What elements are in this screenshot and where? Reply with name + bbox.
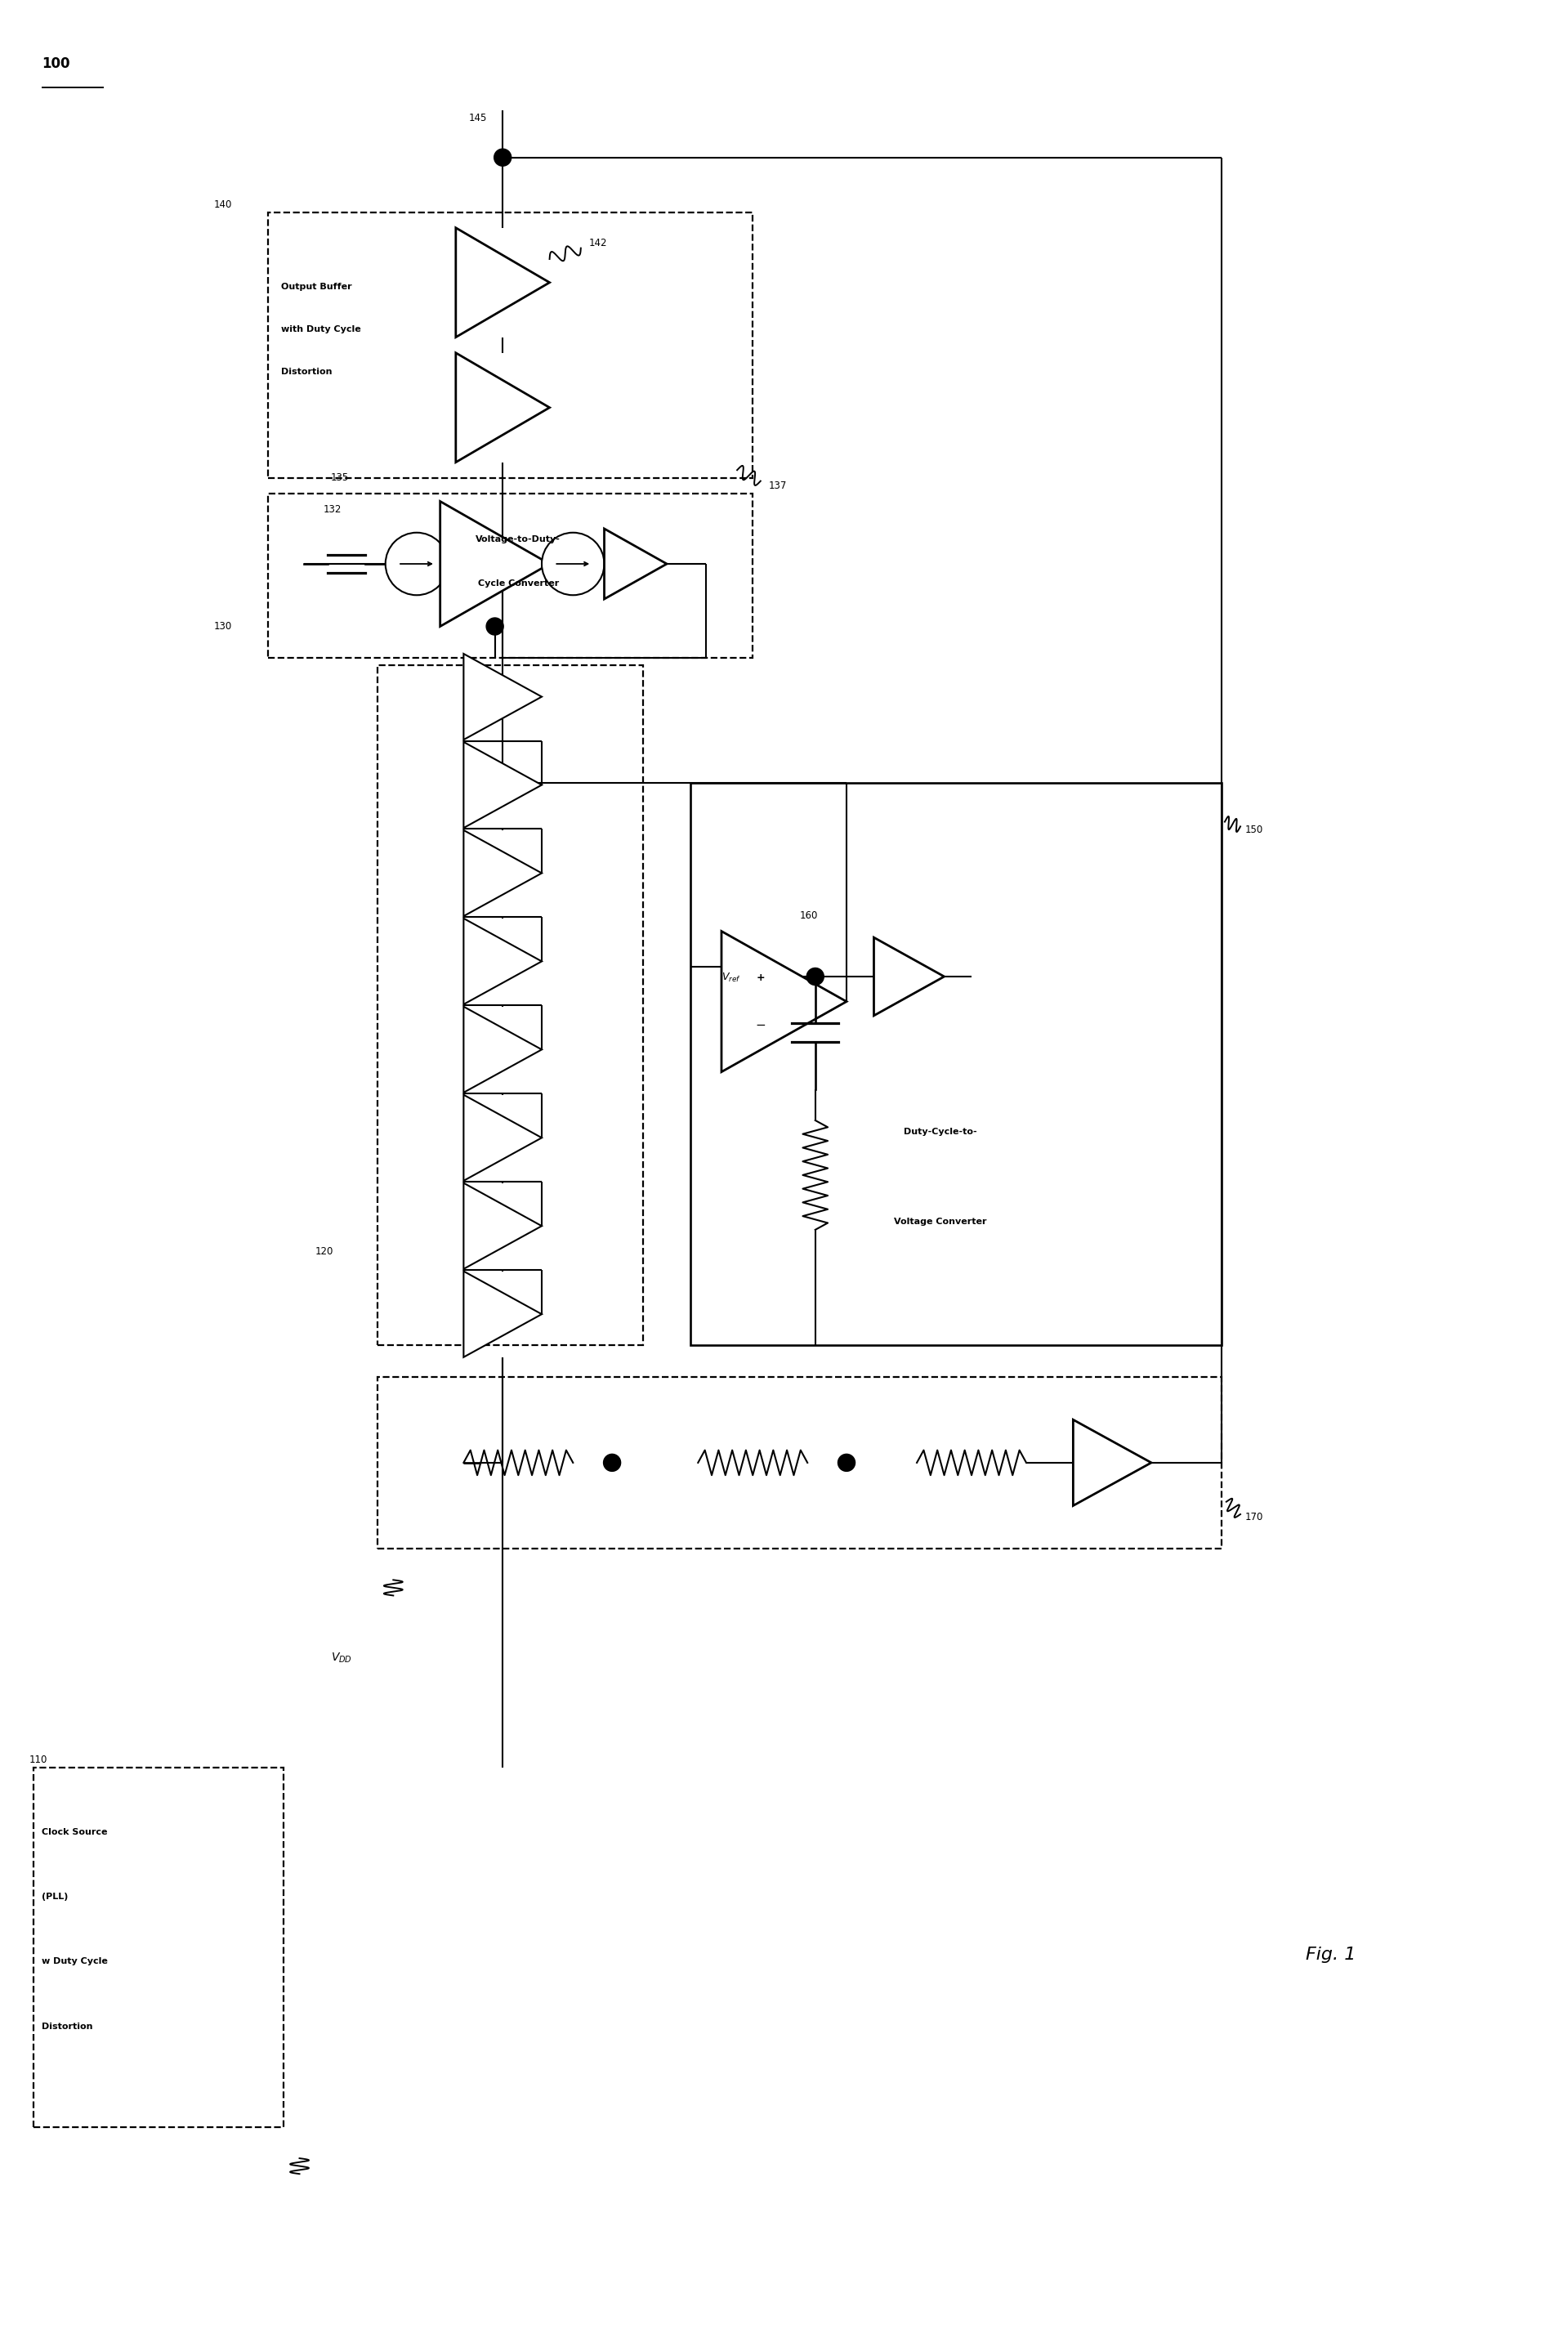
- Text: Duty-Cycle-to-: Duty-Cycle-to-: [903, 1127, 977, 1136]
- Text: with Duty Cycle: with Duty Cycle: [281, 324, 361, 333]
- Circle shape: [806, 967, 823, 986]
- Text: Voltage Converter: Voltage Converter: [894, 1218, 986, 1225]
- Polygon shape: [441, 502, 549, 627]
- Bar: [690, 782, 1221, 1345]
- Polygon shape: [873, 936, 944, 1016]
- Bar: [378, 667, 643, 1345]
- Text: 135: 135: [331, 472, 350, 483]
- Polygon shape: [464, 1007, 541, 1094]
- Circle shape: [541, 533, 604, 596]
- Text: 130: 130: [213, 622, 232, 631]
- Text: 132: 132: [323, 505, 342, 514]
- Polygon shape: [464, 831, 541, 915]
- Polygon shape: [464, 742, 541, 828]
- Text: w Duty Cycle: w Duty Cycle: [42, 1957, 108, 1967]
- Polygon shape: [456, 228, 549, 338]
- Text: 170: 170: [1245, 1511, 1264, 1523]
- Text: 100: 100: [42, 56, 71, 70]
- Bar: [34, 1767, 284, 2126]
- Circle shape: [386, 533, 448, 596]
- Text: +: +: [756, 972, 765, 983]
- Text: 140: 140: [213, 199, 232, 209]
- Bar: [268, 211, 753, 479]
- Text: Clock Source: Clock Source: [42, 1828, 107, 1835]
- Circle shape: [604, 1455, 621, 1472]
- Text: −: −: [756, 1019, 765, 1030]
- Text: $V_{DD}$: $V_{DD}$: [331, 1652, 351, 1664]
- Polygon shape: [464, 1183, 541, 1270]
- Polygon shape: [721, 932, 847, 1073]
- Text: Distortion: Distortion: [42, 2023, 93, 2030]
- Bar: [378, 1378, 1221, 1549]
- Circle shape: [494, 148, 511, 167]
- Circle shape: [486, 617, 503, 636]
- Text: (PLL): (PLL): [42, 1892, 67, 1901]
- Text: 150: 150: [1245, 824, 1264, 836]
- Text: $V_{ref}$: $V_{ref}$: [721, 972, 740, 983]
- Polygon shape: [464, 1272, 541, 1357]
- Polygon shape: [1073, 1420, 1151, 1507]
- Text: Cycle Converter: Cycle Converter: [478, 580, 558, 587]
- Text: Fig. 1: Fig. 1: [1306, 1948, 1356, 1962]
- Polygon shape: [464, 655, 541, 739]
- Text: Voltage-to-Duty-: Voltage-to-Duty-: [475, 535, 561, 545]
- Text: Distortion: Distortion: [281, 368, 332, 376]
- Polygon shape: [604, 528, 666, 598]
- Text: 120: 120: [315, 1246, 334, 1258]
- Bar: [268, 493, 753, 657]
- Text: 160: 160: [800, 911, 818, 920]
- Polygon shape: [456, 352, 549, 462]
- Text: 145: 145: [469, 113, 488, 124]
- Polygon shape: [464, 918, 541, 1005]
- Text: 110: 110: [30, 1753, 47, 1765]
- Text: 137: 137: [768, 481, 787, 491]
- Text: Output Buffer: Output Buffer: [281, 282, 351, 291]
- Text: 142: 142: [588, 237, 607, 249]
- Polygon shape: [464, 1094, 541, 1181]
- Circle shape: [837, 1455, 855, 1472]
